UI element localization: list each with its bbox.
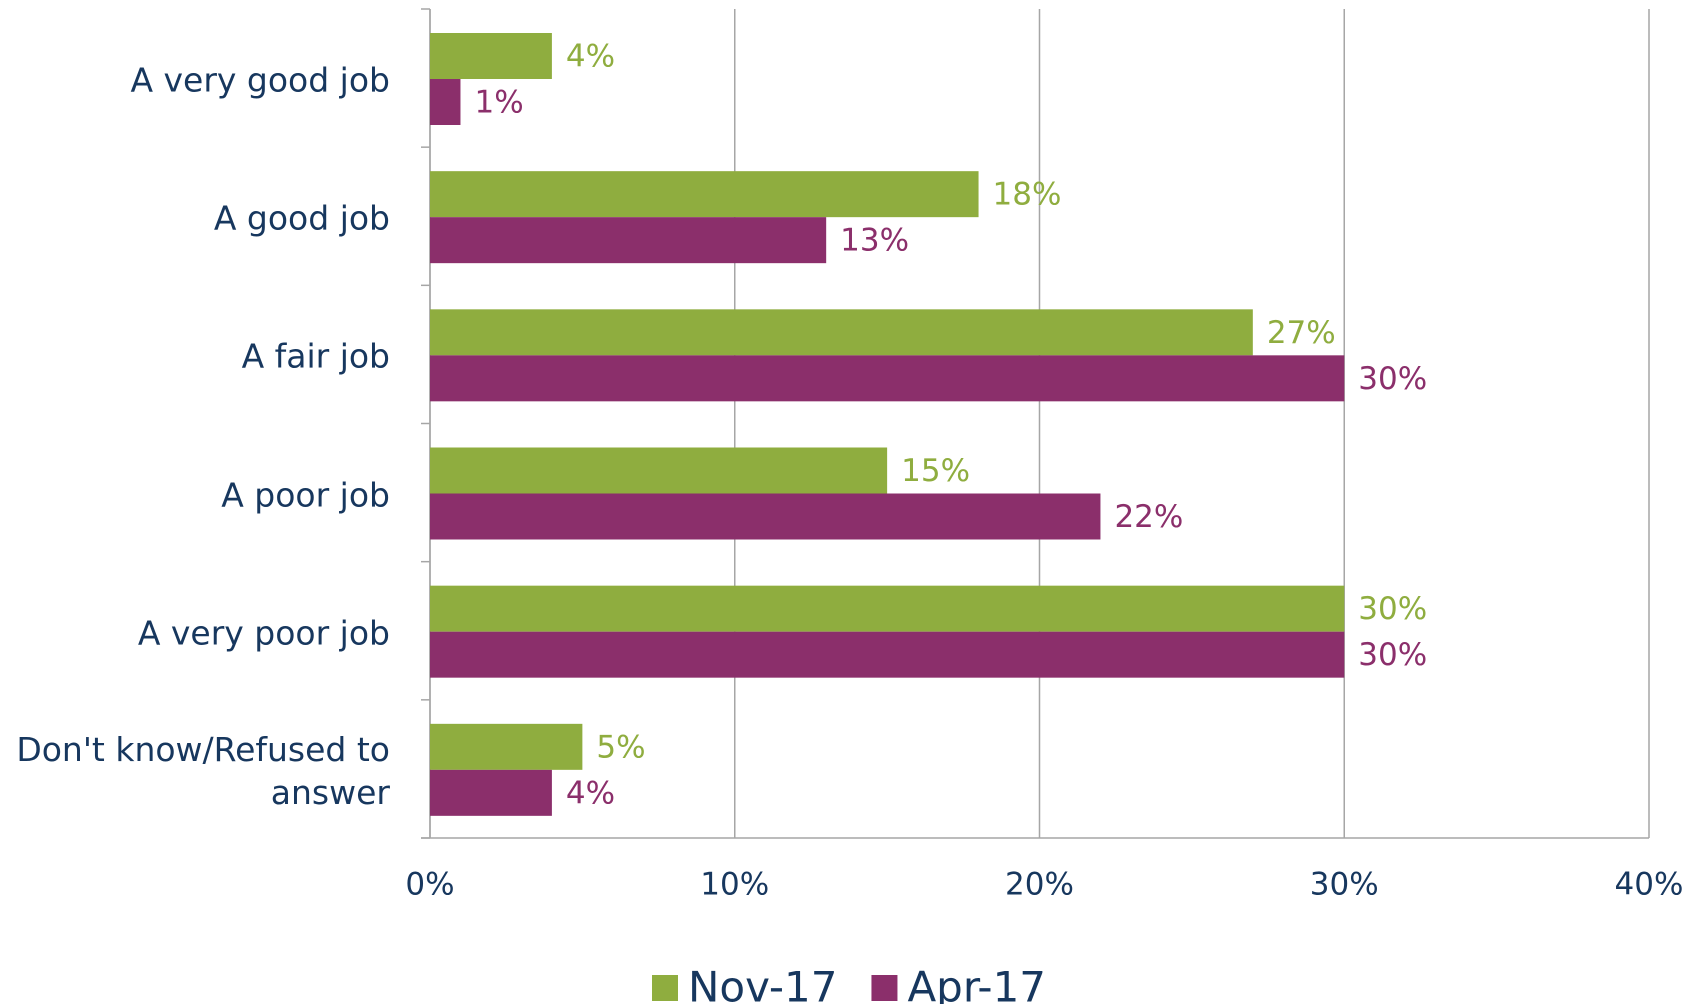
- data-label: 5%: [596, 729, 645, 765]
- x-tick-label: 40%: [1615, 867, 1684, 903]
- data-label: 4%: [566, 775, 615, 811]
- legend-label: Nov-17: [688, 963, 837, 1004]
- bar: [430, 585, 1345, 632]
- bar: [430, 447, 888, 494]
- bar: [430, 79, 461, 125]
- y-tick-label: A poor job: [221, 475, 390, 515]
- x-tick-label: 30%: [1310, 867, 1379, 903]
- data-label: 15%: [901, 453, 970, 489]
- data-label: 1%: [474, 85, 523, 121]
- bar: [430, 309, 1253, 356]
- y-tick-label: A very good job: [130, 60, 390, 100]
- x-tick-label: 0%: [405, 867, 454, 903]
- data-label: 18%: [993, 177, 1062, 213]
- legend-swatch: [652, 975, 678, 1001]
- data-label: 22%: [1114, 499, 1183, 535]
- y-tick-label: A very poor job: [137, 613, 390, 653]
- bar: [430, 33, 552, 79]
- bar: [430, 493, 1101, 540]
- data-label: 13%: [840, 223, 909, 259]
- bar: [430, 355, 1345, 402]
- data-label: 30%: [1358, 361, 1427, 397]
- y-tick-label: A good job: [213, 198, 390, 238]
- legend-label: Apr-17: [907, 963, 1046, 1004]
- x-tick-label: 10%: [700, 867, 769, 903]
- y-tick-label: A fair job: [241, 336, 390, 376]
- bar: [430, 631, 1345, 678]
- legend-swatch: [871, 975, 898, 1001]
- bar: [430, 217, 827, 264]
- y-tick-label: Don't know/Refused to answer: [16, 729, 390, 812]
- data-label: 30%: [1358, 637, 1427, 673]
- data-label: 30%: [1358, 591, 1427, 627]
- data-label: 4%: [566, 39, 615, 75]
- bar: [430, 723, 583, 770]
- bar: [430, 171, 979, 218]
- data-label: 27%: [1267, 315, 1336, 351]
- bar: [430, 769, 552, 816]
- x-tick-label: 20%: [1005, 867, 1074, 903]
